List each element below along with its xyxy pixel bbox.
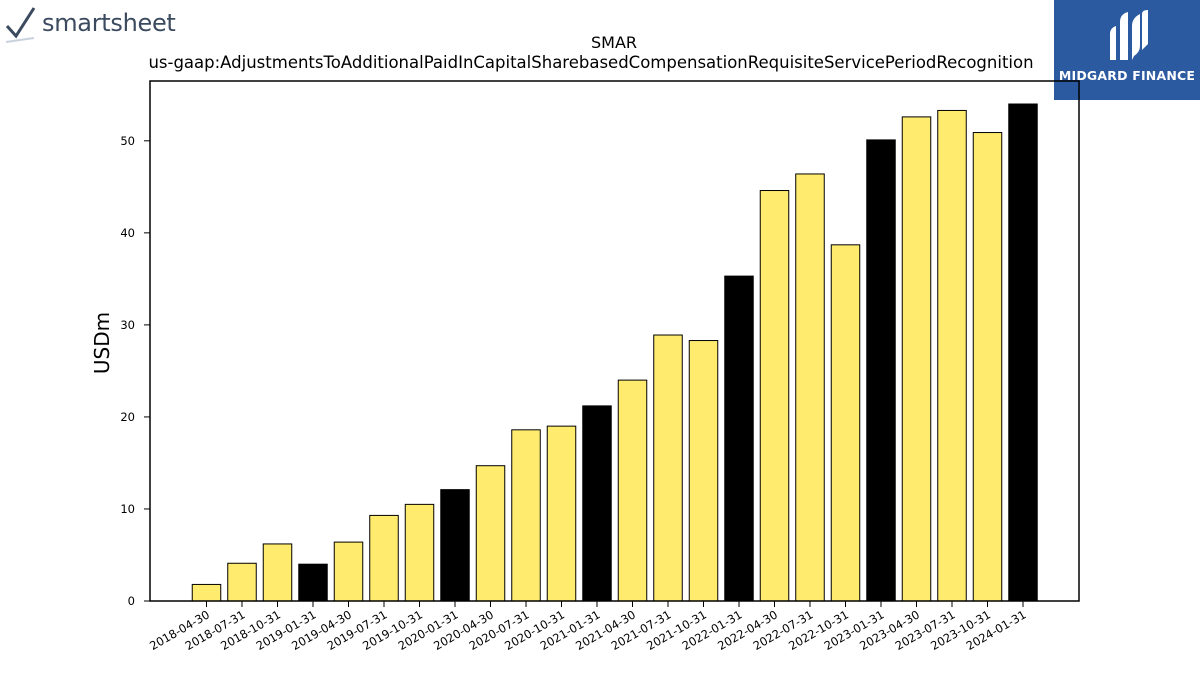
y-tick-label: 10 — [120, 502, 135, 516]
y-tick-label: 40 — [120, 226, 135, 240]
smartsheet-logo-text: smartsheet — [42, 9, 176, 37]
y-ticks: 0 10 20 30 40 50 — [120, 134, 150, 608]
bar-2022-10-31 — [830, 244, 861, 602]
bar-2022-07-31 — [795, 173, 825, 602]
bar-2019-07-31 — [369, 514, 399, 602]
bar-2022-04-30 — [759, 190, 790, 602]
chart-title: SMAR — [591, 33, 637, 52]
bar-2021-10-31 — [688, 340, 719, 602]
y-tick-label: 0 — [128, 594, 135, 608]
y-tick-label: 50 — [120, 134, 135, 148]
bar-2024-01-31 — [1008, 103, 1038, 602]
bar-2018-10-31 — [262, 543, 293, 602]
bar-2019-01-31 — [298, 563, 328, 602]
y-tick-label: 30 — [120, 318, 135, 332]
bar-2020-10-31 — [546, 425, 577, 602]
bar-2023-01-31 — [866, 139, 896, 602]
x-ticks: 2018-04-302018-07-312018-10-312019-01-31… — [147, 601, 1029, 653]
bar-2021-07-31 — [653, 334, 683, 602]
chart-subtitle: us-gaap:AdjustmentsToAdditionalPaidInCap… — [148, 53, 1033, 72]
y-tick-label: 20 — [120, 410, 135, 424]
bar-2020-07-31 — [511, 429, 541, 602]
bar-2019-04-30 — [333, 541, 364, 602]
bar-2021-01-31 — [582, 405, 612, 602]
bar-2018-07-31 — [227, 562, 257, 602]
bar-2018-04-30 — [191, 583, 222, 602]
bar-2022-01-31 — [724, 275, 754, 602]
bar-2020-01-31 — [440, 489, 470, 602]
bar-2023-07-31 — [937, 109, 967, 602]
midgard-finance-logo-text: MIDGARD FINANCE — [1058, 68, 1196, 83]
bar-2021-04-30 — [617, 379, 648, 602]
bar-2023-04-30 — [901, 116, 932, 602]
smartsheet-logo: smartsheet — [4, 4, 184, 44]
plot-frame — [149, 80, 1080, 602]
y-axis-label: USDm — [90, 312, 114, 374]
bar-2020-04-30 — [475, 465, 506, 602]
checkmark-icon — [5, 7, 36, 43]
bar-2023-10-31 — [972, 132, 1003, 602]
midgard-m-icon — [1110, 10, 1148, 60]
bars-layer — [191, 103, 1038, 602]
bar-2019-10-31 — [404, 503, 435, 602]
